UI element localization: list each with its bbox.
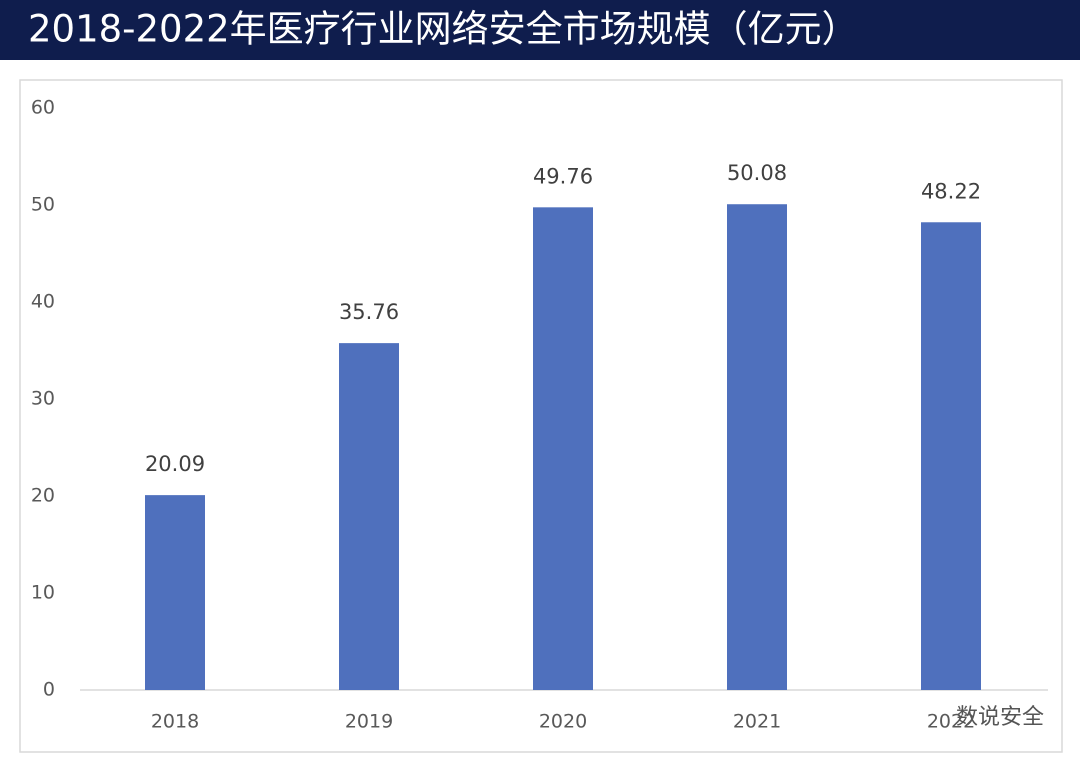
chart-title: 2018-2022年医疗行业网络安全市场规模（亿元） (28, 8, 859, 51)
y-tick-label: 20 (31, 485, 55, 507)
y-tick-label: 30 (31, 388, 55, 410)
x-tick-label: 2022 (927, 711, 975, 733)
x-tick-label: 2019 (345, 711, 393, 733)
bar (921, 222, 981, 691)
x-tick-label: 2020 (539, 711, 587, 733)
watermark: 数说安全 (956, 705, 1044, 730)
plot-frame (19, 79, 1063, 753)
bar (339, 343, 399, 690)
data-label: 35.76 (339, 300, 399, 324)
title-bar (0, 0, 1080, 60)
data-label: 50.08 (727, 161, 787, 185)
bar (727, 204, 787, 690)
y-tick-label: 10 (31, 582, 55, 604)
y-tick-label: 0 (43, 679, 55, 701)
y-tick-label: 50 (31, 194, 55, 216)
x-tick-label: 2021 (733, 711, 781, 733)
bar (533, 207, 593, 690)
data-label: 20.09 (145, 452, 205, 476)
data-label: 49.76 (533, 164, 593, 188)
bar (145, 495, 205, 690)
x-tick-label: 2018 (151, 711, 199, 733)
data-label: 48.22 (921, 179, 981, 203)
y-tick-label: 40 (31, 291, 55, 313)
y-tick-label: 60 (31, 97, 55, 119)
